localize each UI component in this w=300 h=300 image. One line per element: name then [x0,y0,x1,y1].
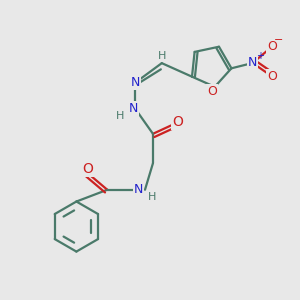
Text: O: O [207,85,217,98]
Text: −: − [274,35,283,45]
Text: N: N [248,56,257,70]
Text: O: O [172,115,183,129]
Text: H: H [158,51,166,61]
Text: O: O [267,40,277,53]
Text: O: O [83,162,94,176]
Text: N: N [130,76,140,89]
Text: H: H [116,111,124,121]
Text: O: O [267,70,277,83]
Text: H: H [148,192,156,202]
Text: N: N [134,183,143,196]
Text: N: N [129,102,139,115]
Text: +: + [256,51,264,61]
